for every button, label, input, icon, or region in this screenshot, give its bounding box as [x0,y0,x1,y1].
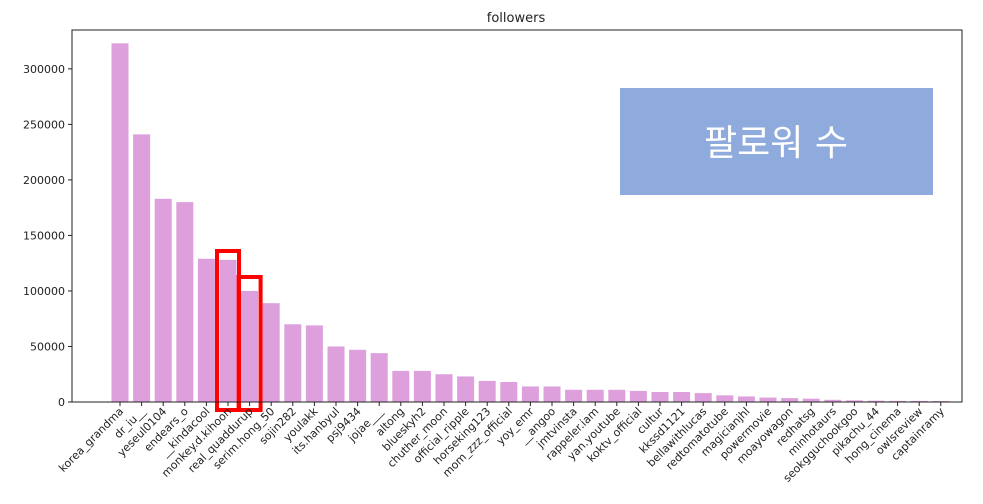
bar-21 [565,389,583,402]
y-tick-label-4: 200000 [23,174,65,187]
annotation-badge: 팔로워 수 [620,88,933,195]
bar-7 [262,303,280,402]
bar-11 [349,349,367,402]
bar-17 [478,380,496,402]
bar-13 [392,370,410,402]
bar-30 [759,397,777,402]
bar-29 [737,396,755,402]
bar-22 [586,389,604,402]
y-axis: 0 50000 100000 150000 200000 250000 300000 [23,63,72,409]
bar-8 [284,324,302,402]
bar-25 [651,392,669,402]
bar-32 [802,398,820,402]
y-tick-label-6: 300000 [23,63,65,76]
bar-26 [673,392,691,402]
y-tick-label-3: 150000 [23,229,65,242]
highlight-box-1 [236,275,263,412]
x-tick-label-0: korea_grandma [56,405,126,475]
bar-34 [845,400,863,402]
y-tick-label-5: 250000 [23,118,65,131]
bar-20 [543,386,561,402]
y-tick-label-0: 0 [58,396,65,409]
bar-37 [910,400,928,402]
bar-18 [500,382,518,402]
bar-28 [716,395,734,402]
plot-frame [71,29,963,403]
bar-10 [327,346,345,402]
annotation-badge-background [620,88,933,195]
annotation-badge-text: 팔로워 수 [704,123,848,164]
bar-19 [521,386,539,402]
bar-5 [219,259,237,402]
bar-2 [154,198,172,402]
x-axis: korea_grandmadr_iu__yeseul0104endears_o_… [56,402,947,485]
chart-title: followers [487,11,546,26]
highlight-boxes [215,249,263,412]
y-tick-label-2: 100000 [23,285,65,298]
bar-6 [241,290,259,402]
bar-3 [176,202,194,402]
bar-0 [111,43,129,402]
bar-24 [629,390,647,402]
bar-35 [867,400,885,402]
y-tick-label-1: 50000 [30,340,65,353]
bar-12 [370,353,388,402]
bar-14 [413,370,431,402]
bar-4 [197,258,215,402]
bar-33 [824,399,842,402]
bar-16 [457,376,475,402]
bar-27 [694,393,712,402]
bar-31 [781,398,799,402]
bar-1 [133,134,151,403]
bar-15 [435,374,453,402]
bar-36 [889,400,907,402]
bars [111,43,950,403]
bar-9 [305,325,323,402]
bar-23 [608,389,626,402]
